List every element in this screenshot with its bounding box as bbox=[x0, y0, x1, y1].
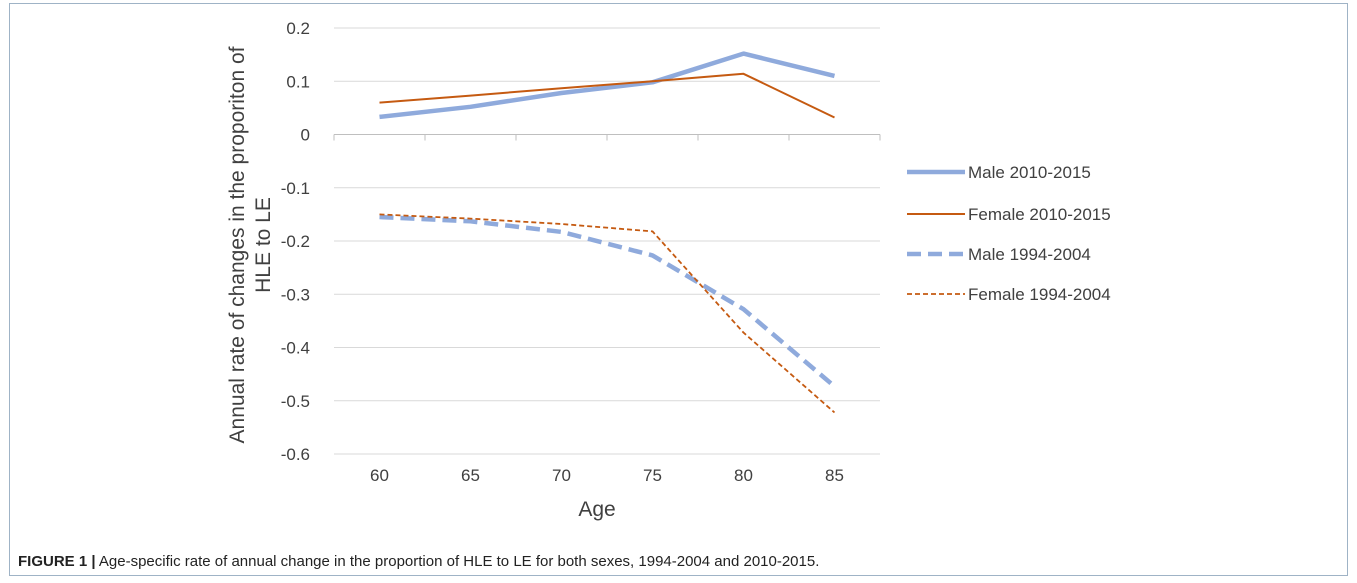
x-tick-label: 65 bbox=[461, 466, 480, 485]
figure-frame bbox=[9, 3, 1348, 576]
x-axis-label: Age bbox=[578, 498, 615, 521]
series-lines bbox=[379, 51, 836, 414]
y-tick-label: -0.2 bbox=[281, 232, 310, 251]
legend-label: Female 1994-2004 bbox=[968, 285, 1111, 304]
series-line bbox=[379, 72, 835, 119]
y-axis-label-line-1: Annual rate of changes in the proporiton… bbox=[226, 46, 249, 443]
y-tick-label: -0.3 bbox=[281, 285, 310, 304]
x-axis-ticks: 60 65 70 75 80 85 bbox=[370, 466, 844, 485]
legend: Male 2010-2015 Female 2010-2015 Male 1994-… bbox=[907, 163, 1111, 304]
series-line bbox=[379, 51, 836, 120]
y-tick-label: -0.4 bbox=[281, 339, 310, 358]
y-axis-label-line-2: HLE to LE bbox=[252, 197, 275, 293]
legend-label: Female 2010-2015 bbox=[968, 205, 1111, 224]
caption-text: Age-specific rate of annual change in th… bbox=[95, 553, 820, 570]
x-tick-label: 80 bbox=[734, 466, 753, 485]
x-axis bbox=[333, 134, 881, 141]
grid-lines bbox=[334, 27, 880, 455]
y-tick-label: -0.6 bbox=[281, 445, 310, 464]
y-tick-label: -0.5 bbox=[281, 392, 310, 411]
x-tick-label: 70 bbox=[552, 466, 571, 485]
y-axis-ticks: 0.2 0.1 0 -0.1 -0.2 -0.3 -0.4 -0.5 -0.6 bbox=[281, 19, 310, 464]
x-tick-label: 75 bbox=[643, 466, 662, 485]
figure-caption: FIGURE 1 | Age-specific rate of annual c… bbox=[18, 553, 819, 570]
y-tick-label: 0.1 bbox=[286, 72, 310, 91]
legend-label: Male 2010-2015 bbox=[968, 163, 1091, 182]
y-axis-label: Annual rate of changes in the proporiton… bbox=[226, 46, 275, 443]
y-tick-label: 0 bbox=[301, 126, 310, 145]
series-line bbox=[379, 213, 836, 414]
caption-label: FIGURE 1 | bbox=[18, 553, 96, 570]
series-line bbox=[379, 214, 836, 389]
y-tick-label: -0.1 bbox=[281, 179, 310, 198]
x-tick-label: 85 bbox=[825, 466, 844, 485]
x-tick-label: 60 bbox=[370, 466, 389, 485]
legend-label: Male 1994-2004 bbox=[968, 245, 1091, 264]
y-tick-label: 0.2 bbox=[286, 19, 310, 38]
